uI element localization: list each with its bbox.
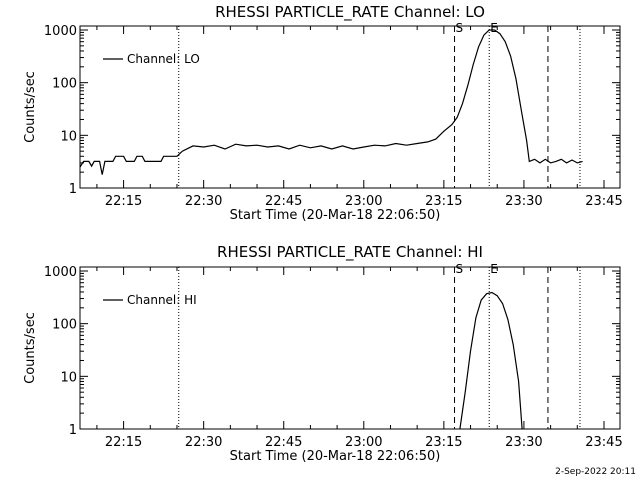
plot-frame [79, 25, 621, 189]
y-tick-label: 10 [60, 129, 77, 144]
lo-channel-panel: RHESSI PARTICLE_RATE Channel: LO 1 10 100 10… [23, 3, 623, 223]
x-tick-label: 22:15 [105, 194, 142, 209]
x-axis-label: Start Time (20-Mar-18 22:06:50) [230, 208, 441, 223]
y-tick-label: 100 [52, 77, 77, 92]
x-tick-label: 23:15 [425, 435, 462, 450]
x-tick-label: 22:45 [265, 435, 302, 450]
x-tick-label: 23:00 [345, 194, 382, 209]
x-axis-label: Start Time (20-Mar-18 22:06:50) [230, 449, 441, 464]
time-marker-label: E [490, 21, 498, 35]
y-axis-label: Counts/sec [23, 71, 38, 143]
chart-title: RHESSI PARTICLE_RATE Channel: LO [215, 3, 485, 22]
x-tick-label: 22:30 [185, 194, 222, 209]
footer-date: 2-Sep-2022 20:11 [555, 467, 636, 477]
time-marker-label: E [490, 262, 498, 276]
x-tick-label: 23:15 [425, 194, 462, 209]
time-marker-label: S [456, 262, 464, 276]
y-tick-label: 100 [52, 318, 77, 333]
series-line [79, 29, 583, 175]
x-tick-label: 22:45 [265, 194, 302, 209]
y-tick-label: 1 [69, 182, 77, 197]
hi-channel-panel: RHESSI PARTICLE_RATE Channel: HI 1 10 100 10… [23, 243, 623, 464]
x-tick-label: 23:30 [505, 435, 542, 450]
x-tick-label: 23:00 [345, 435, 382, 450]
y-tick-label: 1 [69, 423, 77, 438]
chart-title: RHESSI PARTICLE_RATE Channel: HI [217, 243, 483, 262]
x-tick-label: 22:30 [185, 435, 222, 450]
x-tick-label: 23:45 [585, 435, 622, 450]
y-tick-label: 10 [60, 370, 77, 385]
time-marker-label: S [456, 21, 464, 35]
x-tick-label: 23:30 [505, 194, 542, 209]
legend-label: Channel: HI [127, 293, 197, 307]
series-line [459, 291, 523, 430]
y-tick-label: 1000 [44, 24, 77, 39]
legend-label: Channel: LO [127, 52, 200, 66]
x-tick-label: 22:15 [105, 435, 142, 450]
x-tick-label: 23:45 [585, 194, 622, 209]
y-tick-label: 1000 [44, 265, 77, 280]
y-axis-label: Counts/sec [23, 312, 38, 384]
plot-frame [79, 266, 621, 430]
